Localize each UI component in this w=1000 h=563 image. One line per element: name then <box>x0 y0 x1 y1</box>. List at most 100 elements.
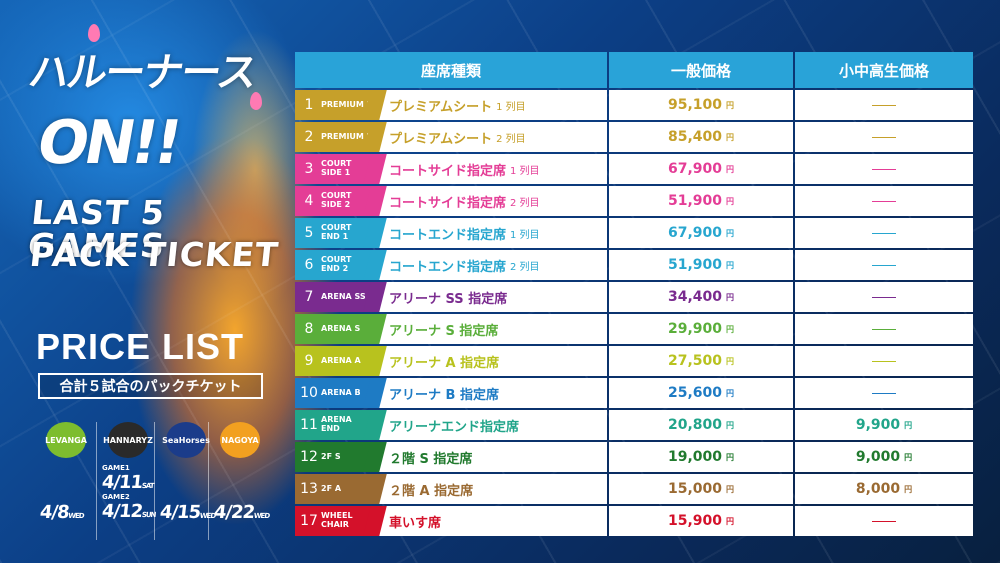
seat-name: コートサイド指定席 1 列目 <box>389 163 540 179</box>
seat-number: 3 <box>304 161 314 177</box>
yen-unit: 円 <box>904 452 913 462</box>
table-row: 13 2F A ２階 A 指定席 15,000 円 8,000 円 <box>295 474 973 504</box>
student-price-cell: 8,000 円 <box>795 474 973 504</box>
student-price-cell <box>795 122 973 152</box>
general-price: 29,900 <box>667 321 723 337</box>
yen-unit: 円 <box>726 356 735 366</box>
seat-tag: 3 COURT SIDE 1 <box>295 154 375 184</box>
seat-cell: 17 WHEEL CHAIR 車いす席 <box>295 506 607 536</box>
seat-cell: 6 COURT END 2 コートエンド指定席 2 列目 <box>295 250 607 280</box>
seat-name: コートエンド指定席 1 列目 <box>389 227 540 243</box>
seat-number: 13 <box>300 481 318 497</box>
dash-mark <box>872 392 896 394</box>
seat-number: 7 <box>304 289 314 305</box>
student-price-cell <box>795 154 973 184</box>
game-item: SeaHorses 4/15WED <box>159 422 216 523</box>
seat-tag: 5 COURT END 1 <box>295 218 375 248</box>
table-row: 2 PREMIUM 2 プレミアムシート 2 列目 85,400 円 <box>295 122 973 152</box>
seat-number: 6 <box>304 257 314 273</box>
general-price-cell: 29,900 円 <box>609 314 793 344</box>
seat-cell: 3 COURT SIDE 1 コートサイド指定席 1 列目 <box>295 154 607 184</box>
team-logo-icon: SeaHorses <box>162 422 210 458</box>
seat-row: 1 列目 <box>496 101 526 113</box>
divider <box>208 422 209 540</box>
seat-tag: 4 COURT SIDE 2 <box>295 186 375 216</box>
divider <box>96 422 97 540</box>
seat-name: コートエンド指定席 2 列目 <box>389 259 540 275</box>
price-list-heading: PRICE LIST <box>36 326 245 367</box>
seat-cell: 8 ARENA S アリーナ S 指定席 <box>295 314 607 344</box>
seat-number: 17 <box>300 513 318 529</box>
yen-unit: 円 <box>904 420 913 430</box>
seat-tag: 8 ARENA S <box>295 314 375 344</box>
seat-name: プレミアムシート 2 列目 <box>389 131 526 147</box>
subtitle-line2: PACK TICKET <box>27 235 281 274</box>
seat-name: プレミアムシート 1 列目 <box>389 99 526 115</box>
seat-code: ARENA SS <box>321 291 366 301</box>
team-logo-icon: NAGOYA <box>220 422 260 458</box>
seat-code: COURT SIDE 2 <box>321 191 352 209</box>
general-price-cell: 15,900 円 <box>609 506 793 536</box>
left-panel: ハルーナース ON!! LAST 5 GAMES PACK TICKET PRI… <box>0 0 295 563</box>
seat-code: COURT SIDE 1 <box>321 159 352 177</box>
general-price: 15,900 <box>667 513 723 529</box>
table-row: 4 COURT SIDE 2 コートサイド指定席 2 列目 51,900 円 <box>295 186 973 216</box>
general-price-cell: 34,400 円 <box>609 282 793 312</box>
yen-unit: 円 <box>726 388 735 398</box>
dash-mark <box>872 200 896 202</box>
table-row: 12 2F S ２階 S 指定席 19,000 円 9,000 円 <box>295 442 973 472</box>
yen-unit: 円 <box>726 420 735 430</box>
seat-code: ARENA B <box>321 387 361 397</box>
yen-unit: 円 <box>726 452 735 462</box>
seat-code: COURT END 1 <box>321 223 352 241</box>
seat-cell: 9 ARENA A アリーナ A 指定席 <box>295 346 607 376</box>
student-price: 8,000 <box>855 481 901 497</box>
seat-code: PREMIUM 1 <box>321 99 373 109</box>
seat-tag: 9 ARENA A <box>295 346 375 376</box>
seat-number: 9 <box>304 353 314 369</box>
table-row: 6 COURT END 2 コートエンド指定席 2 列目 51,900 円 <box>295 250 973 280</box>
general-price: 19,000 <box>667 449 723 465</box>
seat-number: 2 <box>304 129 314 145</box>
logo-text-line2: ON!! <box>31 108 185 178</box>
seat-tag: 12 2F S <box>295 442 375 472</box>
table-row: 10 ARENA B アリーナ B 指定席 25,600 円 <box>295 378 973 408</box>
seat-tag: 1 PREMIUM 1 <box>295 90 375 120</box>
seat-number: 11 <box>300 417 318 433</box>
student-price-cell <box>795 186 973 216</box>
seat-tag: 10 ARENA B <box>295 378 375 408</box>
dash-mark <box>872 232 896 234</box>
seat-cell: 4 COURT SIDE 2 コートサイド指定席 2 列目 <box>295 186 607 216</box>
seat-code: 2F S <box>321 451 341 461</box>
dash-mark <box>872 104 896 106</box>
seat-name: ２階 S 指定席 <box>389 451 473 467</box>
yen-unit: 円 <box>904 484 913 494</box>
seat-code: 2F A <box>321 483 342 493</box>
seat-cell: 7 ARENA SS アリーナ SS 指定席 <box>295 282 607 312</box>
student-price-cell <box>795 506 973 536</box>
table-header: 座席種類 一般価格 小中高生価格 <box>295 52 973 88</box>
game-item: LEVANGA 4/8WED <box>38 422 87 523</box>
game-item: HANNARYZ GAME1 4/11SAT GAME2 4/12SUN <box>100 422 156 522</box>
seat-tag: 11 ARENA END <box>295 410 375 440</box>
seat-code: ARENA END <box>321 415 352 433</box>
general-price: 51,900 <box>667 193 723 209</box>
game-date: 4/12SUN <box>100 501 156 522</box>
pack-ticket-label: 合計５試合のパックチケット <box>38 373 263 399</box>
student-price: 9,000 <box>855 449 901 465</box>
game-date: 4/8WED <box>38 502 85 523</box>
header-general-price: 一般価格 <box>609 52 793 88</box>
seat-cell: 2 PREMIUM 2 プレミアムシート 2 列目 <box>295 122 607 152</box>
general-price: 15,000 <box>667 481 723 497</box>
table-row: 5 COURT END 1 コートエンド指定席 1 列目 67,900 円 <box>295 218 973 248</box>
general-price: 85,400 <box>667 129 723 145</box>
table-row: 17 WHEEL CHAIR 車いす席 15,900 円 <box>295 506 973 536</box>
yen-unit: 円 <box>726 324 735 334</box>
seat-name: コートサイド指定席 2 列目 <box>389 195 540 211</box>
general-price: 34,400 <box>667 289 723 305</box>
seat-tag: 2 PREMIUM 2 <box>295 122 375 152</box>
student-price-cell <box>795 346 973 376</box>
seat-code: ARENA A <box>321 355 361 365</box>
dash-mark <box>872 136 896 138</box>
